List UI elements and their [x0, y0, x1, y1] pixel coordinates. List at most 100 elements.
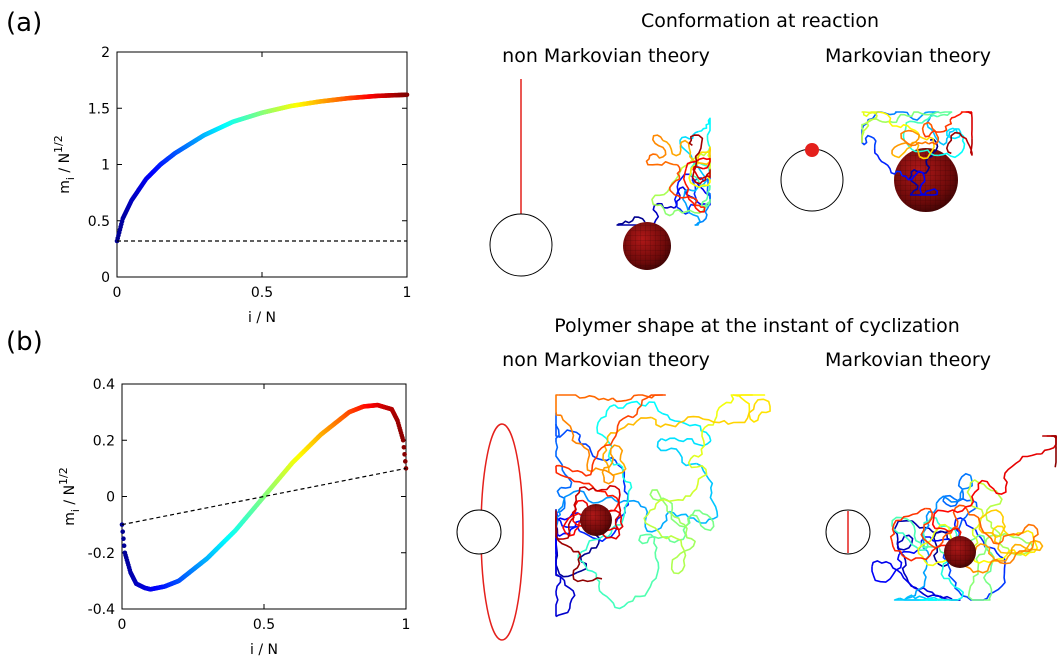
- panel-b-title: Polymer shape at the instant of cyclizat…: [554, 315, 960, 337]
- polymer-b-nonmarkov-segment: [638, 533, 658, 558]
- polymer-a-nonmarkov-segment: [649, 202, 675, 226]
- polymer-b-nonmarkov-segment: [748, 398, 771, 423]
- chart-b-data-point: [121, 543, 127, 549]
- polymer-a-nonmarkov-segment: [682, 188, 701, 226]
- polymer-a-markov-segment: [873, 148, 903, 176]
- polymer-a-nonmarkov-segment: [674, 194, 705, 208]
- polymer-a-markov-segment: [919, 188, 938, 196]
- panel-b-nonmarkov-illustration: [456, 394, 771, 641]
- polymer-b-nonmarkov-segment: [555, 465, 601, 493]
- polymer-b-markov-segment: [966, 572, 1006, 601]
- chart-a: 0 0.5 1 0 0.5 1 1.5 2 i / N mi / N1/2: [52, 45, 411, 326]
- polymer-b-markov-segment: [931, 500, 975, 530]
- polymer-b-markov-segment: [966, 479, 988, 515]
- panel-b-nonmarkov-subtitle: non Markovian theory: [502, 349, 710, 371]
- polymer-a-markov-segment: [961, 135, 973, 156]
- polymer-b-nonmarkov-segment: [602, 521, 624, 540]
- polymer-b-markov-segment: [967, 573, 993, 601]
- chart-a-ytick-label: 1: [101, 158, 110, 174]
- polymer-b-nonmarkov-segment: [555, 456, 598, 477]
- polymer-b-nonmarkov-segment: [603, 416, 652, 447]
- polymer-b-markov-segment: [942, 497, 978, 518]
- polymer-b-nonmarkov-segment: [688, 509, 715, 532]
- polymer-b-nonmarkov-segment: [653, 517, 691, 544]
- reactive-sphere-outline: [489, 213, 553, 277]
- polymer-b-markov-segment: [891, 516, 924, 548]
- polymer-a-markov-segment: [967, 111, 973, 139]
- polymer-b-markov-segment: [974, 543, 1013, 562]
- polymer-b-nonmarkov-segment: [670, 550, 687, 575]
- chart-b-data-series: [119, 402, 409, 592]
- polymer-b-nonmarkov-segment: [558, 394, 614, 401]
- chart-a-ytick-label: 1.5: [88, 101, 110, 117]
- chart-b-data-point: [402, 459, 408, 464]
- polymer-b-markov-segment: [1042, 435, 1057, 439]
- polymer-b-nonmarkov-segment: [632, 394, 666, 419]
- chart-a-xtick-label: 1: [403, 285, 412, 301]
- polymer-b-nonmarkov-segment: [555, 570, 562, 617]
- polymer-a-markov-segment: [861, 118, 890, 137]
- polymer-b-markov-segment: [967, 543, 987, 597]
- polymer-b-markov-segment: [988, 542, 1035, 567]
- chart-a-data-point: [404, 92, 410, 98]
- panel-a-nonmarkov-subtitle: non Markovian theory: [502, 45, 710, 67]
- polymer-a-markov-segment: [900, 129, 930, 147]
- polymer-a-nonmarkov-segment: [685, 157, 711, 170]
- polymer-b-nonmarkov-segment: [572, 555, 603, 583]
- polymer-b-markov-segment: [942, 472, 971, 502]
- chart-a-xlabel: i / N: [248, 310, 276, 326]
- polymer-b-nonmarkov-segment: [643, 514, 685, 551]
- chart-a-ytick-label: 0: [101, 270, 110, 286]
- polymer-a-nonmarkov-segment: [691, 166, 711, 185]
- chart-b-data-point: [402, 452, 407, 457]
- polymer-b-nonmarkov-segment: [586, 459, 615, 485]
- polymer-a-nonmarkov-segment: [651, 171, 681, 207]
- chart-b-data-point: [120, 529, 126, 534]
- polymer-a-markov-segment: [922, 120, 952, 138]
- polymer-a-markov-segment: [861, 134, 877, 150]
- polymer-b-markov-segment: [985, 487, 1003, 528]
- polymer-b-markov-segment: [889, 507, 926, 542]
- polymer-b-markov-segment: [1003, 453, 1042, 488]
- polymer-a-markov-segment: [861, 111, 879, 117]
- polymer-b-nonmarkov-segment: [614, 400, 664, 415]
- chart-b-xtick-label: 0.5: [253, 617, 275, 633]
- polymer-b-markov-segment: [982, 531, 1026, 554]
- polymer-b-nonmarkov-segment: [662, 412, 712, 442]
- polymer-b-markov-segment: [1040, 435, 1057, 455]
- polymer-a-nonmarkov-segment: [660, 204, 704, 217]
- polymer-b-nonmarkov-segment: [651, 415, 704, 428]
- polymer-b-markov-segment: [971, 479, 1007, 502]
- polymer-b-nonmarkov-segment: [596, 415, 634, 457]
- polymer-b-nonmarkov-segment: [703, 404, 756, 425]
- polymer-a-nonmarkov-segment: [662, 139, 690, 157]
- target-sphere-icon: [580, 504, 612, 536]
- polymer-b-nonmarkov-segment: [555, 412, 560, 443]
- polymer-conformation-b-markov: [871, 435, 1057, 601]
- polymer-b-markov-segment: [871, 560, 915, 589]
- chart-b-xtick-label: 0: [118, 617, 127, 633]
- polymer-a-nonmarkov-segment: [688, 134, 704, 168]
- polymer-conformation-b-nonmarkov: [555, 394, 771, 618]
- polymer-b-markov-segment: [1054, 447, 1057, 468]
- polymer-a-nonmarkov-segment: [652, 134, 667, 159]
- polymer-b-markov-segment: [942, 547, 967, 598]
- polymer-b-nonmarkov-segment: [612, 394, 663, 403]
- chart-b-data-point: [400, 437, 406, 443]
- polymer-b-nonmarkov-segment: [570, 486, 598, 522]
- polymer-a-markov-segment: [946, 131, 963, 155]
- polymer-a-nonmarkov-segment: [689, 171, 711, 201]
- chart-a-xtick-label: 0: [113, 285, 122, 301]
- polymer-a-markov-segment: [938, 132, 966, 159]
- chain-end-dot: [805, 143, 819, 157]
- polymer-a-nonmarkov-segment: [645, 153, 678, 166]
- polymer-b-nonmarkov-segment: [601, 444, 624, 478]
- polymer-b-nonmarkov-segment: [649, 489, 672, 515]
- polymer-b-markov-segment: [920, 597, 938, 601]
- polymer-a-markov-segment: [878, 111, 919, 134]
- polymer-conformation-a-nonmarkov: [616, 117, 711, 226]
- polymer-b-nonmarkov-segment: [661, 437, 712, 447]
- polymer-b-nonmarkov-segment: [715, 394, 749, 417]
- polymer-a-markov-segment: [901, 170, 926, 194]
